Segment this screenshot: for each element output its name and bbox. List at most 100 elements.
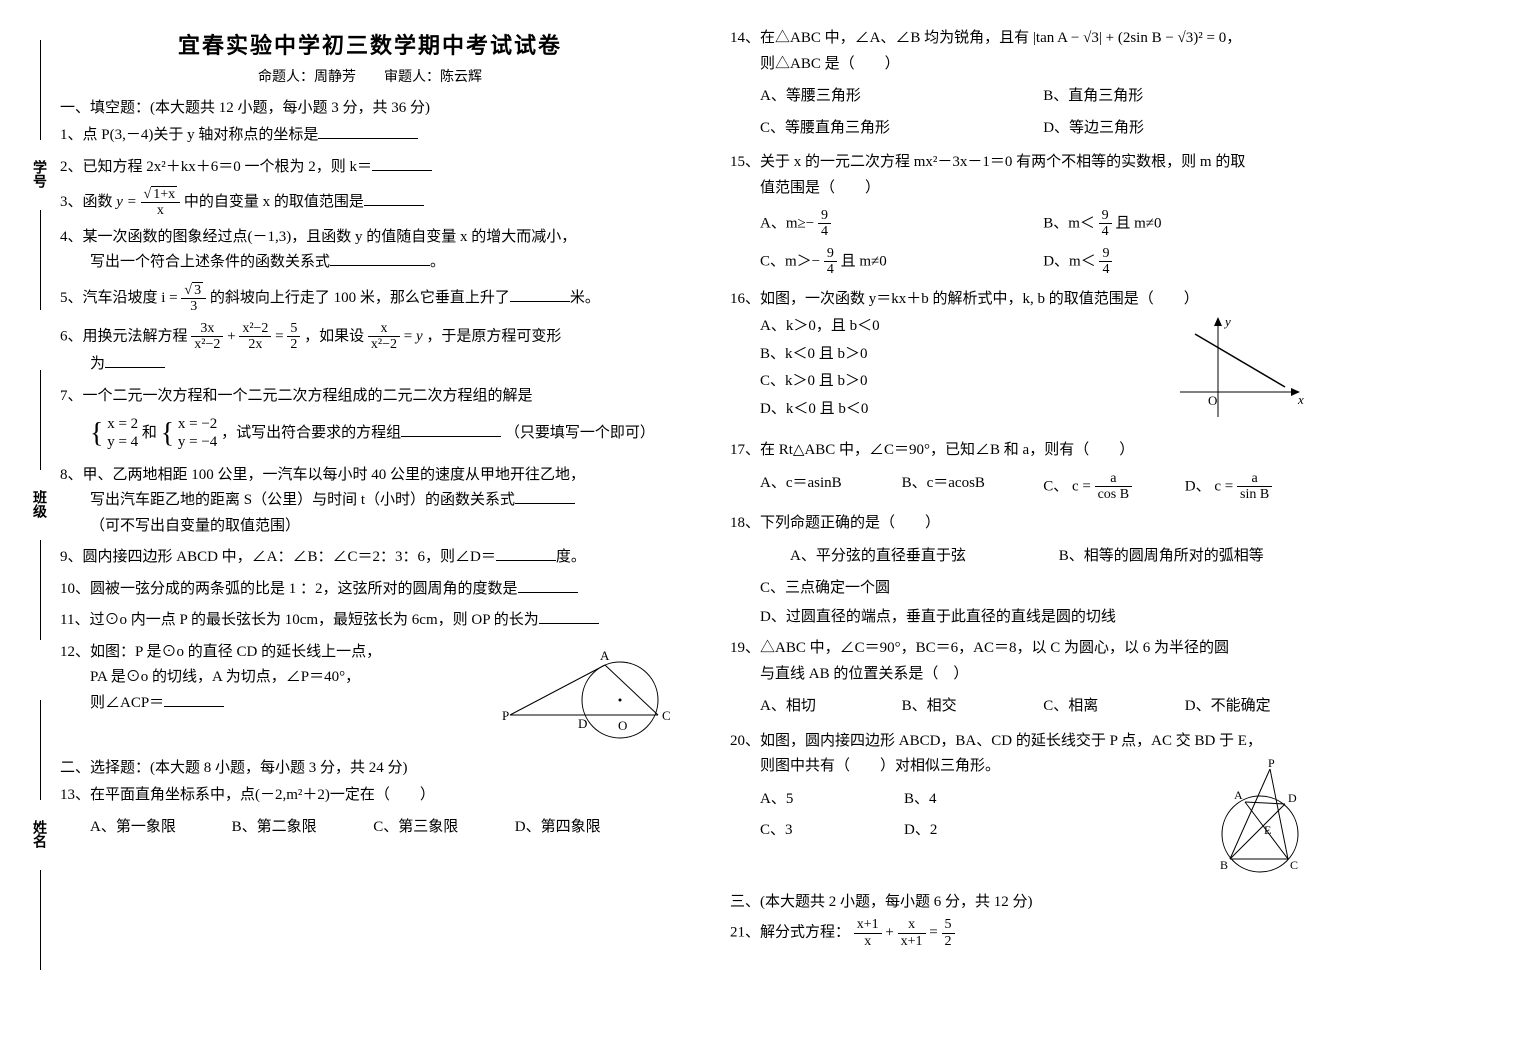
q7-mid: ，试写出符合要求的方程组	[221, 425, 401, 441]
fig12-C: C	[662, 708, 671, 723]
q9-unit: 度。	[556, 549, 586, 565]
q5-unit: 米。	[570, 290, 600, 306]
label-xuehao: 学号	[28, 160, 48, 188]
q15-opt-b: B、m＜ 94 且 m≠0	[1043, 208, 1326, 240]
q19-opt-d: D、不能确定	[1185, 694, 1327, 720]
fig20-diagram: P A D E B C	[1190, 754, 1320, 884]
q19-opt-c: C、相离	[1043, 694, 1185, 720]
q18: 18、下列命题正确的是（ ） A、平分弦的直径垂直于弦 B、相等的圆周角所对的弧…	[730, 511, 1350, 630]
q20-opt-d: D、2	[904, 818, 1048, 844]
q15-line2: 值范围是（ ）	[760, 180, 880, 196]
q15-line1: 15、关于 x 的一元二次方程 mx²－3x－1＝0 有两个不相等的实数根，则 …	[730, 154, 1245, 170]
q8-blank	[515, 489, 575, 504]
page: 宜春实验中学初三数学期中考试试卷 命题人：周静芳 审题人：陈云辉 一、填空题：(…	[0, 0, 1535, 975]
fig12-O: O	[618, 718, 627, 733]
q15-opt-a: A、m≥− 94	[760, 208, 1043, 240]
q8: 8、甲、乙两地相距 100 公里，一汽车以每小时 40 公里的速度从甲地开往乙地…	[60, 463, 680, 540]
q11: 11、过⊙o 内一点 P 的最长弦长为 10cm，最短弦长为 6cm，则 OP …	[60, 608, 680, 634]
q13-opt-c: C、第三象限	[373, 815, 515, 841]
q13-stem: 13、在平面直角坐标系中，点(－2,m²＋2)一定在（ ）	[60, 787, 435, 803]
q1: 1、点 P(3,－4)关于 y 轴对称点的坐标是	[60, 123, 680, 149]
q19: 19、△ABC 中，∠C＝90°，BC＝6，AC＝8，以 C 为圆心，以 6 为…	[730, 636, 1350, 723]
q11-blank	[539, 609, 599, 624]
q8-line3: （可不写出自变量的取值范围）	[90, 518, 300, 534]
q10-text: 10、圆被一弦分成的两条弧的比是 1 ：2，这弦所对的圆周角的度数是	[60, 581, 518, 597]
q4-period: 。	[430, 254, 445, 270]
fig20-E: E	[1264, 823, 1271, 837]
q7-line1: 7、一个二元一次方程和一个二元二次方程组成的二元二次方程组的解是	[60, 388, 533, 404]
vline-6	[40, 870, 41, 970]
q3-post: 中的自变量 x 的取值范围是	[184, 194, 364, 210]
q14-opt-a: A、等腰三角形	[760, 84, 1043, 110]
section-2-heading: 二、选择题：(本大题 8 小题，每小题 3 分，共 24 分)	[60, 756, 680, 777]
q2-text: 2、已知方程 2x²＋kx＋6＝0 一个根为 2，则 k＝	[60, 159, 372, 175]
q14-line2: 则△ABC 是（ ）	[760, 56, 900, 72]
section-1-heading: 一、填空题：(本大题共 12 小题，每小题 3 分，共 36 分)	[60, 96, 680, 117]
q12: P A D O C 12、如图：P 是⊙o 的直径 CD 的延长线上一点， PA…	[60, 640, 680, 750]
q3-pre: 3、函数	[60, 194, 116, 210]
q14-opt-d: D、等边三角形	[1043, 116, 1326, 142]
q3: 3、函数 y = 1+x x 中的自变量 x 的取值范围是	[60, 186, 680, 219]
q7-blank	[401, 422, 501, 437]
q14-line1: 14、在△ABC 中，∠A、∠B 均为锐角，且有 |tan A − √3| + …	[730, 30, 1241, 46]
vline-3	[40, 370, 41, 470]
q12-line2: PA 是⊙o 的切线，A 为切点，∠P＝40°，	[90, 669, 360, 685]
q17-opt-d: D、 c = asin B	[1185, 471, 1327, 503]
q20-line1: 20、如图，圆内接四边形 ABCD，BA、CD 的延长线交于 P 点，AC 交 …	[730, 733, 1262, 749]
q11-text: 11、过⊙o 内一点 P 的最长弦长为 10cm，最短弦长为 6cm，则 OP …	[60, 612, 539, 628]
vline-5	[40, 700, 41, 800]
q15: 15、关于 x 的一元二次方程 mx²－3x－1＝0 有两个不相等的实数根，则 …	[730, 150, 1350, 281]
fig12-D: D	[578, 716, 587, 731]
q5-mid: 的斜坡向上行走了 100 米，那么它垂直上升了	[210, 290, 510, 306]
fig12-A: A	[600, 648, 610, 663]
q4-line2: 写出一个符合上述条件的函数关系式	[90, 254, 330, 270]
q20-opt-b: B、4	[904, 787, 1048, 813]
q14-opt-c: C、等腰直角三角形	[760, 116, 1043, 142]
margin-labels: 学号 班级 姓名	[10, 0, 50, 1063]
q7: 7、一个二元一次方程和一个二元二次方程组成的二元二次方程组的解是 { x = 2…	[60, 384, 680, 457]
q20-opt-a: A、5	[760, 787, 904, 813]
q19-opt-b: B、相交	[902, 694, 1044, 720]
q9: 9、圆内接四边形 ABCD 中，∠A：∠B：∠C＝2：3：6，则∠D＝ 度。	[60, 545, 680, 571]
q17-opt-c: C、 c = acos B	[1043, 471, 1185, 503]
fig16-O: O	[1208, 393, 1217, 408]
q10-blank	[518, 578, 578, 593]
q19-line1: 19、△ABC 中，∠C＝90°，BC＝6，AC＝8，以 C 为圆心，以 6 为…	[730, 640, 1229, 656]
label-xingming: 姓名	[28, 820, 48, 848]
q6-mid1: ，如果设	[304, 328, 368, 344]
q16: 16、如图，一次函数 y＝kx＋b 的解析式中，k, b 的取值范围是（ ） y…	[730, 287, 1350, 433]
fig12-P: P	[502, 708, 509, 723]
q9-text: 9、圆内接四边形 ABCD 中，∠A：∠B：∠C＝2：3：6，则∠D＝	[60, 549, 496, 565]
label-banji: 班级	[28, 490, 48, 518]
q4-blank	[330, 251, 430, 266]
q18-opt-b: B、相等的圆周角所对的弧相等	[1059, 544, 1328, 570]
q18-opt-c: C、三点确定一个圆	[760, 576, 1350, 602]
q20: 20、如图，圆内接四边形 ABCD，BA、CD 的延长线交于 P 点，AC 交 …	[730, 729, 1350, 885]
q20-opt-c: C、3	[760, 818, 904, 844]
q18-opt-d: D、过圆直径的端点，垂直于此直径的直线是圆的切线	[760, 605, 1350, 631]
fig20-A: A	[1234, 788, 1243, 802]
q12-blank	[164, 692, 224, 707]
q2: 2、已知方程 2x²＋kx＋6＝0 一个根为 2，则 k＝	[60, 155, 680, 181]
title: 宜春实验中学初三数学期中考试试卷	[60, 28, 680, 60]
q5-pre: 5、汽车沿坡度	[60, 290, 161, 306]
q15-opt-d: D、m＜ 94	[1043, 246, 1326, 278]
fig20-B: B	[1220, 858, 1228, 872]
q17-opt-b: B、c＝acosB	[902, 471, 1044, 503]
q17-opt-a: A、c＝asinB	[760, 471, 902, 503]
section-3-heading: 三、(本大题共 2 小题，每小题 6 分，共 12 分)	[730, 890, 1350, 911]
q17-stem: 17、在 Rt△ABC 中，∠C＝90°，已知∠B 和 a，则有（ ）	[730, 442, 1134, 458]
q15-opt-c: C、m＞− 94 且 m≠0	[760, 246, 1043, 278]
q6: 6、用换元法解方程 3xx²−2 + x²−22x = 52 ，如果设 xx²−…	[60, 321, 680, 378]
q8-line1: 8、甲、乙两地相距 100 公里，一汽车以每小时 40 公里的速度从甲地开往乙地…	[60, 467, 585, 483]
q4: 4、某一次函数的图象经过点(－1,3)，且函数 y 的值随自变量 x 的增大而减…	[60, 225, 680, 276]
q19-opt-a: A、相切	[760, 694, 902, 720]
fig20-D: D	[1288, 791, 1297, 805]
left-column: 宜春实验中学初三数学期中考试试卷 命题人：周静芳 审题人：陈云辉 一、填空题：(…	[60, 20, 680, 955]
q18-stem: 18、下列命题正确的是（ ）	[730, 515, 940, 531]
q13-opt-b: B、第二象限	[232, 815, 374, 841]
fig12-diagram: P A D O C	[500, 640, 680, 750]
q9-blank	[496, 546, 556, 561]
q2-blank	[372, 156, 432, 171]
q5-blank	[510, 287, 570, 302]
